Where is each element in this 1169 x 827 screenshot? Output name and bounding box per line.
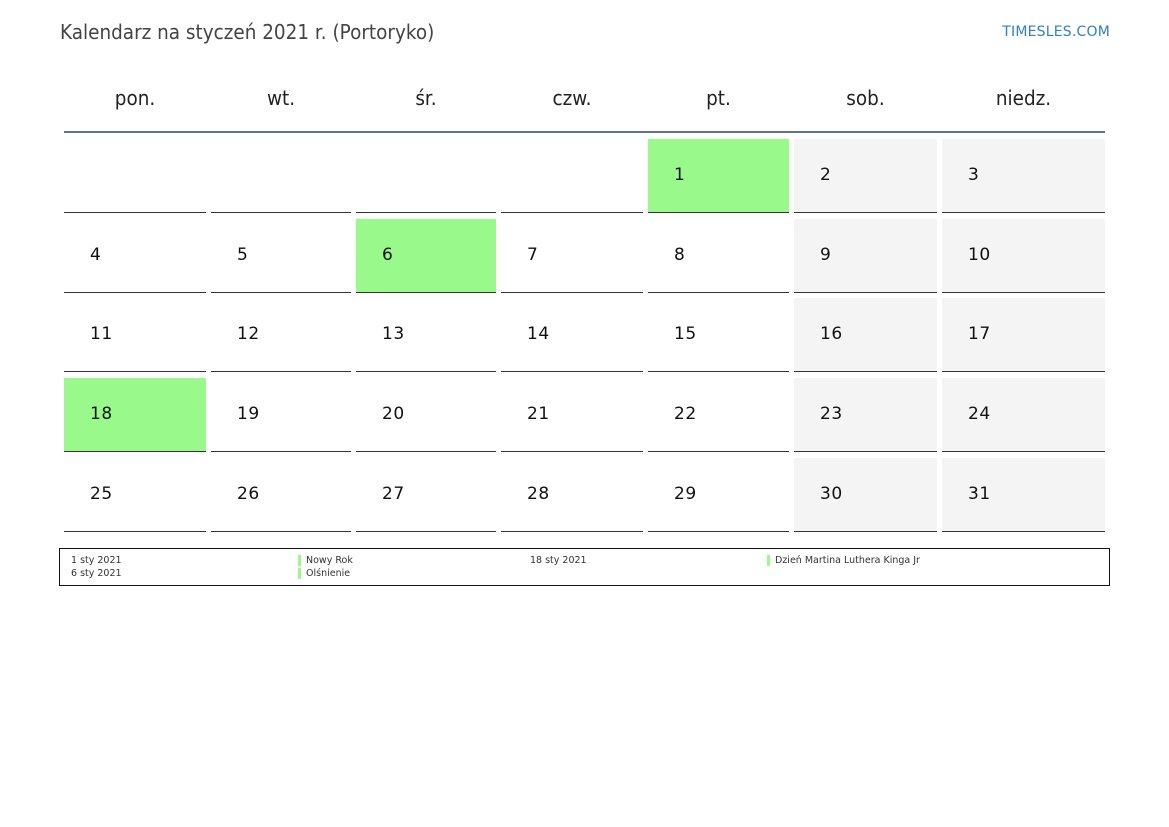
day-cell[interactable]: 31 <box>942 458 1105 532</box>
day-cell[interactable]: 17 <box>942 298 1105 372</box>
day-number: 9 <box>820 245 832 265</box>
day-number: 23 <box>820 404 843 424</box>
day-number: 14 <box>527 324 550 344</box>
day-cell[interactable]: 2 <box>794 139 937 213</box>
day-number: 3 <box>968 165 980 185</box>
day-number: 22 <box>674 404 697 424</box>
day-number: 27 <box>382 484 405 504</box>
day-number: 11 <box>90 324 113 344</box>
day-cell[interactable]: 10 <box>942 219 1105 293</box>
day-number: 1 <box>674 165 686 185</box>
day-cell[interactable]: 3 <box>942 139 1105 213</box>
day-number: 18 <box>90 404 113 424</box>
day-cell[interactable]: 22 <box>648 378 789 452</box>
day-number: 31 <box>968 484 991 504</box>
day-number: 19 <box>237 404 260 424</box>
day-cell[interactable]: 27 <box>356 458 496 532</box>
day-number: 21 <box>527 404 550 424</box>
day-number: 8 <box>674 245 686 265</box>
weekday-label: czw. <box>552 86 592 110</box>
legend-holiday-name: Olśnienie <box>306 568 351 579</box>
day-number: 24 <box>968 404 991 424</box>
day-cell[interactable]: 23 <box>794 378 937 452</box>
day-number: 16 <box>820 324 843 344</box>
day-cell[interactable]: 24 <box>942 378 1105 452</box>
day-cell[interactable]: 12 <box>211 298 351 372</box>
day-cell[interactable]: 19 <box>211 378 351 452</box>
brand-link[interactable]: TIMESLES.COM <box>1002 24 1110 40</box>
legend-holiday-name: Nowy Rok <box>306 555 353 566</box>
day-cell[interactable]: 14 <box>501 298 643 372</box>
day-number: 17 <box>968 324 991 344</box>
weekday-label: sob. <box>846 86 885 110</box>
day-cell[interactable]: 9 <box>794 219 937 293</box>
legend-date: 18 sty 2021 <box>530 555 587 566</box>
day-cell[interactable]: 7 <box>501 219 643 293</box>
legend-color-marker <box>298 568 301 579</box>
legend-date: 1 sty 2021 <box>71 555 122 566</box>
weekday-label: wt. <box>266 86 296 110</box>
day-number: 26 <box>237 484 260 504</box>
day-cell[interactable]: 28 <box>501 458 643 532</box>
legend-holiday-name: Dzień Martina Luthera Kinga Jr <box>775 555 920 566</box>
legend-color-marker <box>767 555 770 566</box>
weekday-label: pon. <box>114 86 156 110</box>
day-number: 29 <box>674 484 697 504</box>
day-number: 30 <box>820 484 843 504</box>
weekday-label: pt. <box>706 86 731 110</box>
day-number: 2 <box>820 165 832 185</box>
day-cell[interactable]: 1 <box>648 139 789 213</box>
weekday-label: niedz. <box>995 86 1052 110</box>
day-number: 25 <box>90 484 113 504</box>
day-cell[interactable]: 15 <box>648 298 789 372</box>
day-number: 12 <box>237 324 260 344</box>
day-cell[interactable]: 4 <box>64 219 206 293</box>
holiday-legend: 1 sty 2021 Nowy Rok 6 sty 2021 Olśnienie… <box>59 548 1110 586</box>
day-cell[interactable]: 20 <box>356 378 496 452</box>
day-number: 13 <box>382 324 405 344</box>
day-number: 6 <box>382 245 394 265</box>
page-title: Kalendarz na styczeń 2021 r. (Portoryko) <box>60 20 435 44</box>
weekday-header: pon. wt. śr. czw. pt. sob. niedz. <box>0 86 1169 114</box>
day-cell[interactable]: 8 <box>648 219 789 293</box>
day-cell[interactable]: 5 <box>211 219 351 293</box>
day-cell[interactable]: 16 <box>794 298 937 372</box>
day-cell[interactable]: 30 <box>794 458 937 532</box>
legend-date: 6 sty 2021 <box>71 568 122 579</box>
day-number: 20 <box>382 404 405 424</box>
day-cell[interactable]: 13 <box>356 298 496 372</box>
day-cell[interactable]: 11 <box>64 298 206 372</box>
day-number: 10 <box>968 245 991 265</box>
day-cell[interactable]: 25 <box>64 458 206 532</box>
legend-color-marker <box>298 555 301 566</box>
day-number: 4 <box>90 245 102 265</box>
day-cell[interactable]: 6 <box>356 219 496 293</box>
day-cell[interactable]: 21 <box>501 378 643 452</box>
day-cell[interactable]: 26 <box>211 458 351 532</box>
day-number: 5 <box>237 245 249 265</box>
weekday-label: śr. <box>415 86 437 110</box>
empty-day-cell <box>356 139 496 213</box>
header-divider <box>64 131 1105 133</box>
day-cell[interactable]: 29 <box>648 458 789 532</box>
day-cell[interactable]: 18 <box>64 378 206 452</box>
empty-day-cell <box>501 139 643 213</box>
day-number: 15 <box>674 324 697 344</box>
day-number: 7 <box>527 245 539 265</box>
empty-day-cell <box>211 139 351 213</box>
day-number: 28 <box>527 484 550 504</box>
empty-day-cell <box>64 139 206 213</box>
